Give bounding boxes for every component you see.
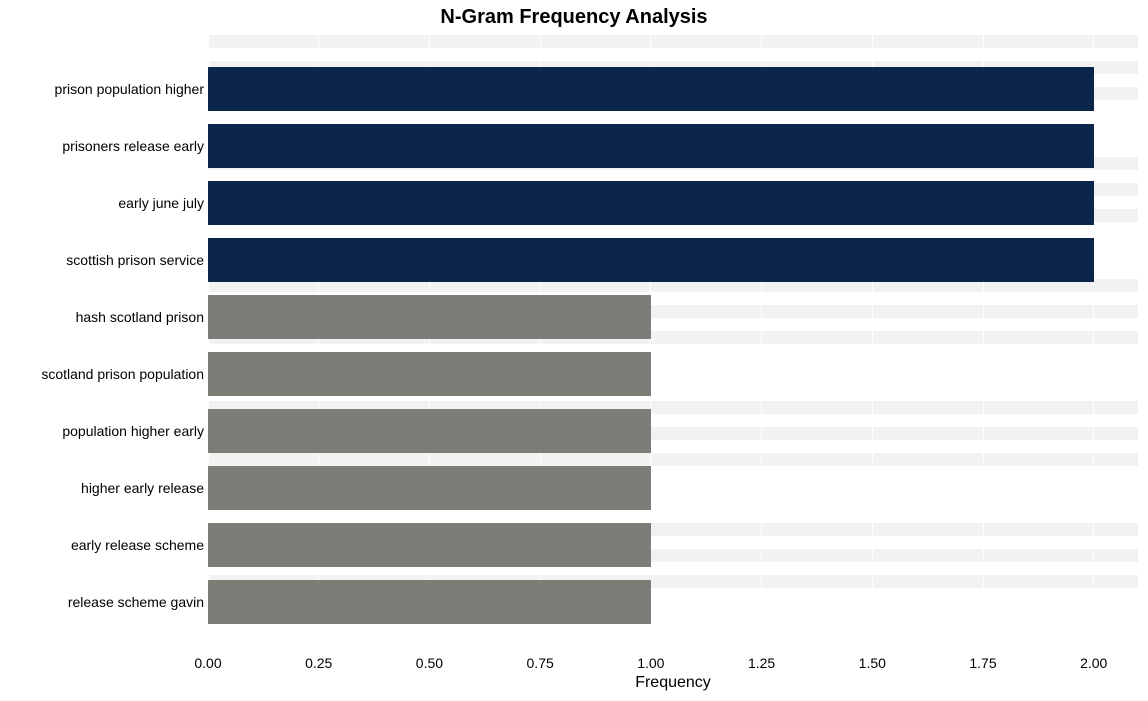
y-tick-label: prisoners release early [62, 138, 204, 154]
y-tick-label: higher early release [81, 480, 204, 496]
bar [208, 580, 651, 624]
y-tick-label: early release scheme [71, 537, 204, 553]
bar [208, 181, 1094, 225]
bar [208, 67, 1094, 111]
plot-stripe [208, 453, 1138, 466]
chart-container: N-Gram Frequency Analysis prison populat… [0, 0, 1148, 701]
bar [208, 352, 651, 396]
plot-area [208, 35, 1138, 640]
y-tick-label: population higher early [62, 423, 204, 439]
plot-stripe [208, 48, 1138, 61]
bar [208, 295, 651, 339]
x-tick-label: 0.00 [194, 655, 221, 671]
bar [208, 466, 651, 510]
x-axis-label: Frequency [635, 674, 711, 692]
y-tick-label: early june july [118, 195, 204, 211]
x-tick-label: 0.75 [527, 655, 554, 671]
x-tick-label: 1.25 [748, 655, 775, 671]
x-tick-label: 2.00 [1080, 655, 1107, 671]
y-tick-label: release scheme gavin [68, 594, 204, 610]
bar [208, 523, 651, 567]
bar [208, 124, 1094, 168]
x-tick-label: 1.75 [969, 655, 996, 671]
x-tick-label: 1.50 [859, 655, 886, 671]
x-tick-label: 1.00 [637, 655, 664, 671]
y-tick-label: scotland prison population [41, 366, 204, 382]
plot-stripe [208, 35, 1138, 48]
y-tick-label: hash scotland prison [76, 309, 204, 325]
x-tick-label: 0.25 [305, 655, 332, 671]
chart-title: N-Gram Frequency Analysis [0, 6, 1148, 29]
x-tick-label: 0.50 [416, 655, 443, 671]
y-tick-label: prison population higher [55, 81, 204, 97]
bar [208, 238, 1094, 282]
bar [208, 409, 651, 453]
y-tick-label: scottish prison service [66, 252, 204, 268]
